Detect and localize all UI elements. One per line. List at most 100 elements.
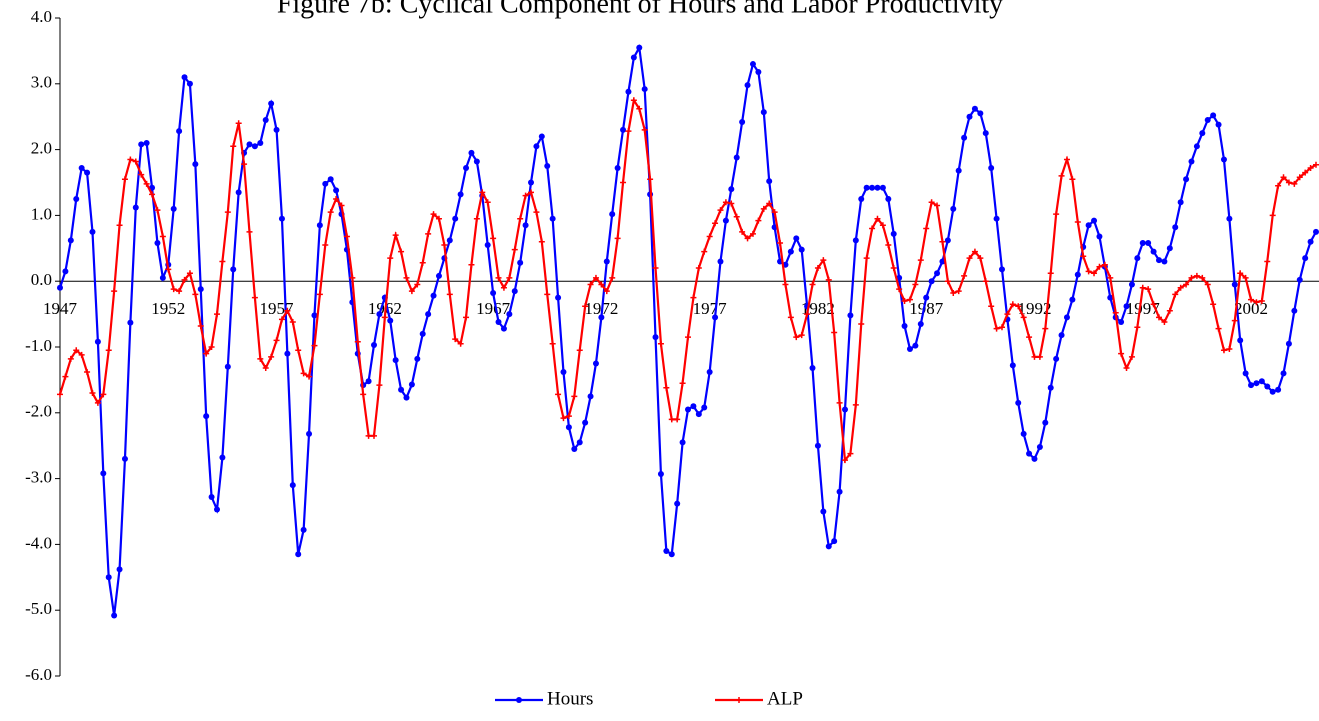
data-point <box>203 413 210 420</box>
data-point <box>1145 240 1152 247</box>
data-point <box>760 205 767 212</box>
data-point <box>858 320 865 327</box>
data-point <box>814 442 821 449</box>
data-point <box>587 393 594 400</box>
data-point <box>528 179 534 186</box>
data-point <box>831 329 838 336</box>
data-point <box>603 258 610 265</box>
data-point <box>143 140 150 147</box>
data-point <box>598 314 605 321</box>
data-point <box>533 209 540 216</box>
data-point <box>371 342 377 349</box>
data-point <box>484 199 491 206</box>
data-point <box>928 199 935 206</box>
data-point <box>598 281 605 288</box>
data-point <box>289 482 296 489</box>
data-point <box>457 191 464 198</box>
data-point <box>1204 116 1211 123</box>
data-point <box>1036 444 1043 451</box>
x-tick-label: 1987 <box>909 299 944 318</box>
data-point <box>977 255 984 262</box>
data-point <box>592 360 599 367</box>
data-point <box>1302 255 1309 262</box>
data-point <box>435 272 442 279</box>
data-point <box>127 156 134 163</box>
data-point <box>490 290 497 297</box>
data-point <box>999 324 1005 331</box>
data-point <box>463 165 470 172</box>
data-point <box>419 259 426 266</box>
y-tick-label: -6.0 <box>25 665 52 684</box>
data-point <box>311 312 318 319</box>
data-point <box>62 373 69 380</box>
data-point <box>863 184 870 191</box>
data-point <box>787 248 794 255</box>
data-point <box>928 278 935 285</box>
data-point <box>1074 218 1081 225</box>
data-point <box>468 149 475 156</box>
data-point <box>230 143 237 150</box>
data-point <box>94 338 101 345</box>
data-point <box>62 268 69 275</box>
data-point <box>176 288 183 295</box>
data-point <box>966 255 973 262</box>
data-point <box>159 233 166 240</box>
data-point <box>435 215 442 222</box>
data-point <box>733 154 740 161</box>
data-point <box>300 370 307 377</box>
data-point <box>993 215 1000 222</box>
data-point <box>1063 156 1070 163</box>
data-point <box>560 369 567 376</box>
y-tick-label: -4.0 <box>25 533 52 552</box>
data-point <box>165 266 172 273</box>
data-point <box>847 312 854 319</box>
data-point <box>739 118 746 125</box>
data-point <box>874 215 881 222</box>
data-point <box>365 378 372 385</box>
data-point <box>1313 161 1319 168</box>
data-point <box>121 176 128 183</box>
data-point <box>609 274 616 281</box>
data-point <box>1161 318 1168 325</box>
data-point <box>1183 176 1190 183</box>
y-tick-label: -3.0 <box>25 468 52 487</box>
data-point <box>549 215 556 222</box>
data-point <box>511 246 518 253</box>
data-point <box>84 169 91 176</box>
data-point <box>912 342 919 349</box>
data-point <box>728 200 735 207</box>
data-point <box>1269 388 1276 395</box>
data-point <box>766 200 773 207</box>
data-point <box>230 266 237 273</box>
data-point <box>1193 272 1200 279</box>
data-point <box>733 213 740 220</box>
data-point <box>614 165 621 172</box>
data-point <box>1107 294 1114 301</box>
data-point <box>235 120 242 127</box>
y-tick-label: 2.0 <box>31 139 52 158</box>
data-point <box>690 403 697 410</box>
data-point <box>896 286 903 293</box>
data-point <box>1042 419 1049 426</box>
data-point <box>760 109 767 116</box>
data-point <box>57 391 63 398</box>
data-point <box>544 163 551 170</box>
data-point <box>971 105 978 112</box>
legend-label: ALP <box>767 688 803 709</box>
data-point <box>1313 228 1319 235</box>
data-point <box>906 296 913 303</box>
data-point <box>701 404 708 411</box>
data-point <box>657 470 664 477</box>
data-point <box>1031 353 1038 360</box>
data-point <box>78 351 85 358</box>
data-point <box>138 141 145 148</box>
data-point <box>257 140 264 147</box>
data-point <box>1009 362 1016 369</box>
data-point <box>224 209 231 216</box>
data-point <box>446 237 453 244</box>
data-point <box>246 228 253 235</box>
data-point <box>273 337 280 344</box>
data-point <box>116 222 123 229</box>
data-point <box>1107 274 1114 281</box>
data-point <box>739 228 746 235</box>
